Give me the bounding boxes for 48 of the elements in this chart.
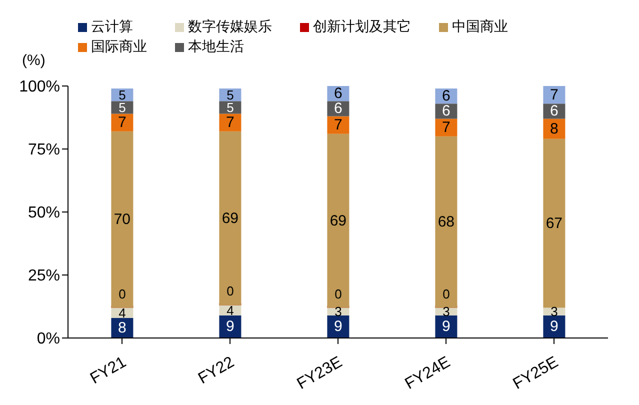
data-label: 7	[442, 119, 450, 136]
data-label: 7	[226, 114, 234, 132]
data-label: 3	[334, 304, 342, 320]
data-label: 5	[226, 87, 234, 102]
data-label: 8	[550, 120, 558, 138]
data-label: 9	[442, 318, 450, 336]
legend-label: 云计算	[91, 18, 133, 36]
data-label: 7	[334, 116, 342, 134]
legend-label: 本地生活	[188, 38, 244, 56]
data-label: 68	[438, 214, 455, 231]
data-label: 0	[226, 284, 234, 299]
data-label: 0	[334, 286, 342, 302]
x-tick-label: FY21	[88, 354, 130, 388]
y-axis-title: (%)	[22, 52, 46, 69]
data-label: 5	[226, 100, 234, 115]
data-label: 8	[118, 319, 126, 336]
data-label: 9	[550, 318, 558, 336]
y-tick-label: 25%	[28, 268, 60, 285]
legend-label: 数字传媒娱乐	[188, 18, 272, 36]
data-label: 9	[226, 318, 234, 336]
legend-label: 创新计划及其它	[313, 18, 411, 36]
data-label: 6	[442, 88, 450, 105]
data-label: 4	[118, 305, 126, 320]
y-tick-label: 0%	[36, 330, 60, 348]
data-label: 0	[118, 286, 126, 302]
data-label: 69	[330, 212, 347, 230]
y-tick-label: 100%	[19, 78, 60, 96]
data-label: 6	[334, 100, 342, 118]
data-label: 5	[118, 87, 126, 102]
data-label: 0	[442, 286, 450, 302]
data-label: 67	[546, 214, 563, 232]
data-label: 70	[114, 211, 131, 228]
data-label: 6	[334, 85, 342, 102]
data-label: 6	[550, 102, 558, 120]
data-label: 7	[550, 86, 558, 104]
x-tick-label: FY22	[196, 354, 238, 388]
data-label: 9	[334, 318, 342, 336]
data-label: 5	[118, 100, 126, 115]
data-label: 3	[550, 304, 558, 320]
y-tick-label: 50%	[28, 204, 60, 222]
data-label: 69	[222, 210, 239, 227]
data-label: 7	[118, 114, 126, 132]
data-label: 4	[226, 302, 234, 318]
legend-label: 中国商业	[452, 18, 508, 36]
data-label: 3	[442, 304, 450, 320]
data-label: 6	[442, 102, 450, 120]
legend-label: 国际商业	[91, 38, 147, 56]
y-tick-label: 75%	[28, 142, 60, 159]
